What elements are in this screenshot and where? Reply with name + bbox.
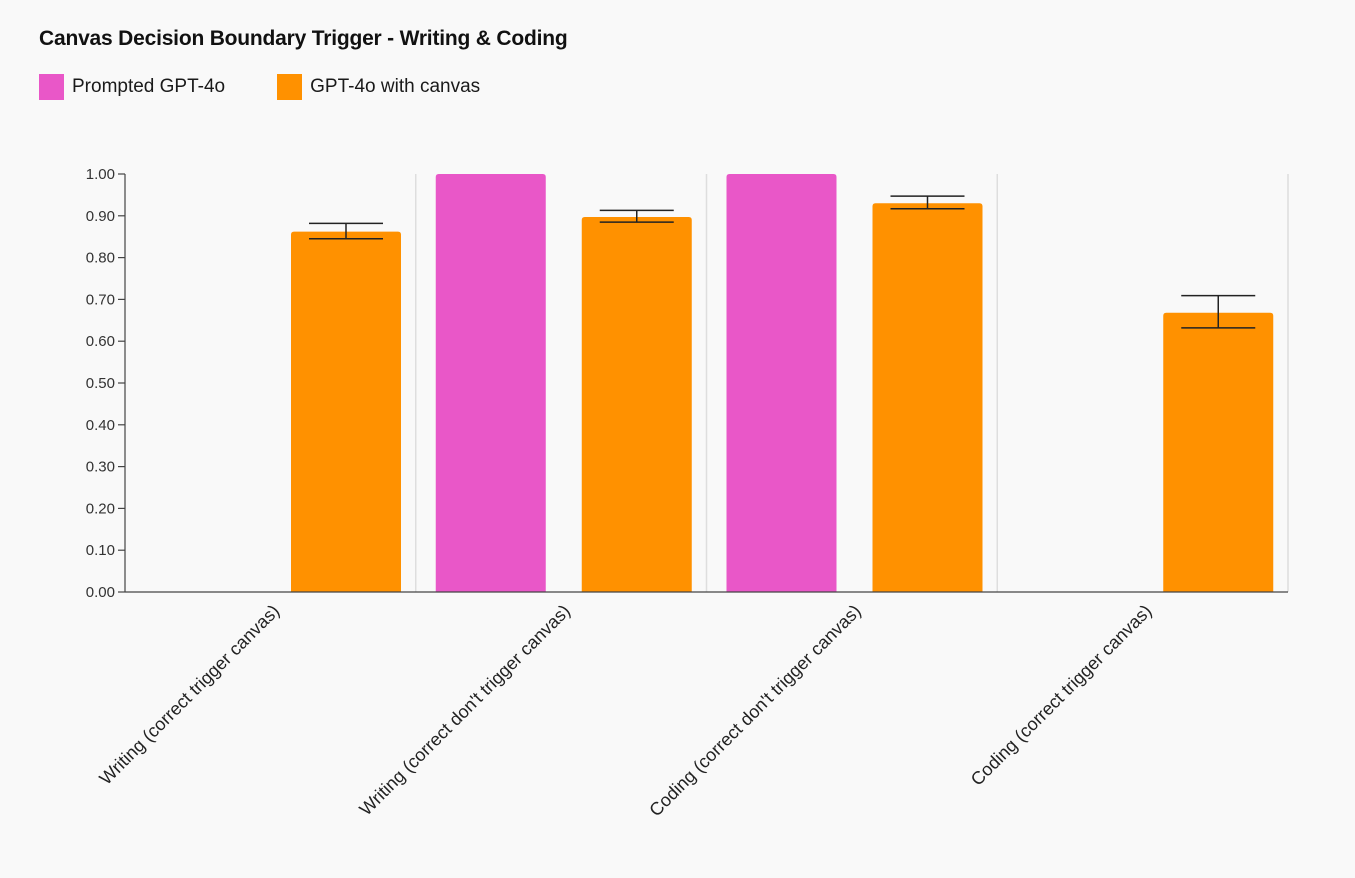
x-category-label: Writing (correct trigger canvas)	[95, 601, 283, 789]
legend-swatch-gpt4o-canvas	[277, 74, 303, 100]
bar-gpt4o-canvas-2	[872, 203, 983, 592]
y-tick-label: 0.60	[86, 333, 115, 350]
y-tick-label: 0.50	[86, 375, 115, 392]
y-tick-label: 0.90	[86, 208, 115, 225]
legend-item-gpt4o-canvas: GPT-4o with canvas	[277, 74, 480, 100]
legend-label-gpt4o-canvas: GPT-4o with canvas	[310, 76, 481, 97]
bar-gpt4o-canvas-0	[291, 231, 401, 592]
bar-gpt4o-canvas-3	[1163, 312, 1274, 592]
x-category-label: Coding (correct trigger canvas)	[967, 601, 1156, 790]
bar-gpt4o-canvas-1	[581, 217, 692, 592]
x-category-label: Writing (correct don't trigger canvas)	[355, 601, 574, 820]
y-tick-label: 0.80	[86, 250, 115, 267]
y-tick-label: 0.00	[86, 584, 115, 601]
legend: Prompted GPT-4o GPT-4o with canvas	[39, 74, 532, 100]
bar-prompted-gpt4o-2	[726, 174, 837, 592]
legend-swatch-prompted-gpt4o	[39, 74, 64, 100]
bar-prompted-gpt4o-1	[435, 174, 546, 592]
y-tick-label: 0.10	[86, 542, 115, 559]
y-tick-label: 0.30	[86, 459, 115, 476]
y-tick-label: 0.20	[86, 500, 115, 517]
y-tick-label: 0.70	[86, 291, 115, 308]
x-category-label: Coding (correct don't trigger canvas)	[645, 601, 865, 821]
chart-title: Canvas Decision Boundary Trigger - Writi…	[39, 27, 568, 50]
legend-item-prompted-gpt4o: Prompted GPT-4o	[39, 74, 225, 100]
y-tick-label: 1.00	[86, 166, 115, 183]
legend-label-prompted-gpt4o: Prompted GPT-4o	[72, 76, 226, 97]
y-tick-label: 0.40	[86, 417, 115, 434]
